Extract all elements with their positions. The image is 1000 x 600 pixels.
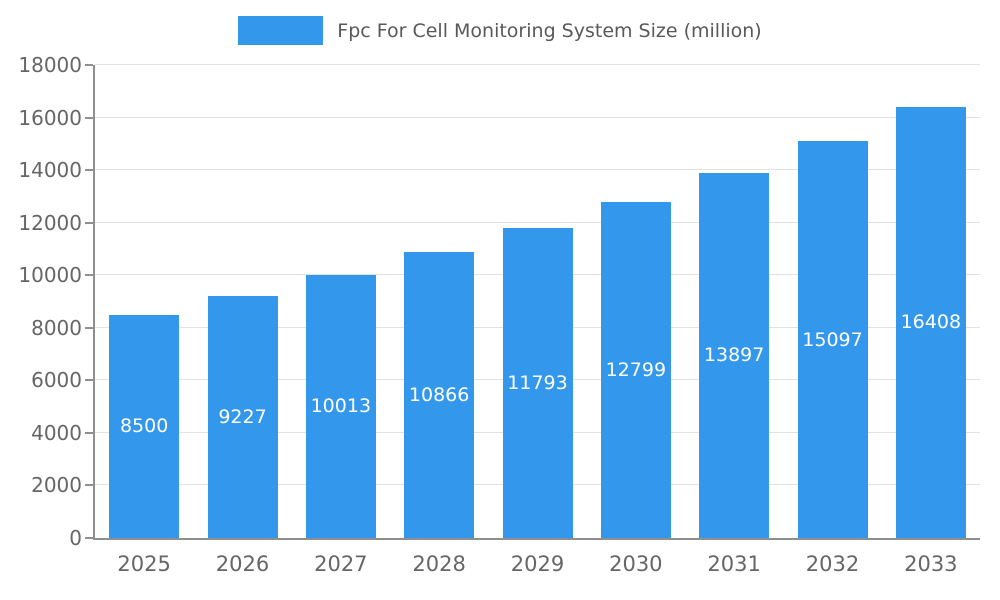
y-tick-mark xyxy=(85,537,93,539)
y-tick-mark xyxy=(85,484,93,487)
y-tick-label: 2000 xyxy=(31,473,82,498)
bar-value-label: 16408 xyxy=(900,311,962,334)
y-tick-label: 16000 xyxy=(18,105,82,130)
bar-value-label: 9227 xyxy=(218,405,267,428)
bar-2028: 10866 xyxy=(404,252,475,538)
bar-2029: 11793 xyxy=(502,228,573,538)
bar-2026: 9227 xyxy=(207,295,278,538)
x-tick-label: 2030 xyxy=(609,552,663,576)
bar-2025: 8500 xyxy=(109,314,180,538)
x-tick-label: 2028 xyxy=(412,552,466,576)
bar-value-label: 12799 xyxy=(605,358,667,381)
bar-2032: 15097 xyxy=(797,141,868,538)
y-tick-mark xyxy=(85,379,93,382)
y-tick-label: 4000 xyxy=(31,420,82,445)
y-tick-mark xyxy=(85,274,93,277)
bar-2031: 13897 xyxy=(699,172,770,538)
y-tick-mark xyxy=(85,169,93,172)
gridline xyxy=(95,64,980,65)
y-tick-mark xyxy=(85,326,93,329)
plot-area: 8500 9227 10013 10866 11793 12799 13897 15097 16… xyxy=(85,64,980,540)
y-tick-mark xyxy=(85,221,93,224)
x-tick-label: 2026 xyxy=(215,552,270,576)
bar-value-label: 10013 xyxy=(310,395,372,418)
y-tick-label: 0 xyxy=(69,526,82,550)
y-tick-mark xyxy=(85,64,93,66)
y-axis-labels: 0 2000 4000 6000 8000 10000 12000 14000 16000 180… xyxy=(0,53,82,550)
y-tick-mark xyxy=(85,431,93,434)
bar-2030: 12799 xyxy=(600,201,671,538)
x-tick-label: 2032 xyxy=(805,552,860,576)
y-tick-label: 8000 xyxy=(31,315,82,340)
y-tick-mark xyxy=(85,116,93,119)
y-tick-label: 18000 xyxy=(18,53,82,77)
gridline xyxy=(95,116,980,118)
chart-legend: Fpc For Cell Monitoring System Size (mil… xyxy=(0,16,1000,45)
x-axis-labels: 2025 2026 2027 2028 2029 2030 2031 2032 2033 xyxy=(95,552,980,582)
bar-value-label: 11793 xyxy=(507,372,568,395)
y-tick-label: 12000 xyxy=(18,210,82,235)
x-tick-label: 2031 xyxy=(707,552,761,576)
bar-2033: 16408 xyxy=(895,106,966,538)
bar-value-label: 13897 xyxy=(703,344,765,367)
y-axis-line xyxy=(93,65,95,538)
y-tick-label: 6000 xyxy=(31,368,82,393)
x-tick-label: 2029 xyxy=(510,552,565,576)
bar-2027: 10013 xyxy=(305,274,376,538)
x-tick-label: 2025 xyxy=(117,552,171,576)
legend-label: Fpc For Cell Monitoring System Size (mil… xyxy=(337,19,762,42)
bar-value-label: 8500 xyxy=(119,415,169,438)
legend-swatch xyxy=(238,16,324,45)
bar-value-label: 15097 xyxy=(802,328,863,351)
gridline xyxy=(95,169,980,171)
y-tick-label: 10000 xyxy=(18,263,82,288)
gridline xyxy=(95,221,980,223)
x-tick-label: 2027 xyxy=(314,552,368,576)
y-tick-label: 14000 xyxy=(18,158,82,183)
x-tick-label: 2033 xyxy=(904,552,958,576)
x-axis-line xyxy=(93,538,980,540)
bar-value-label: 10866 xyxy=(408,384,470,407)
